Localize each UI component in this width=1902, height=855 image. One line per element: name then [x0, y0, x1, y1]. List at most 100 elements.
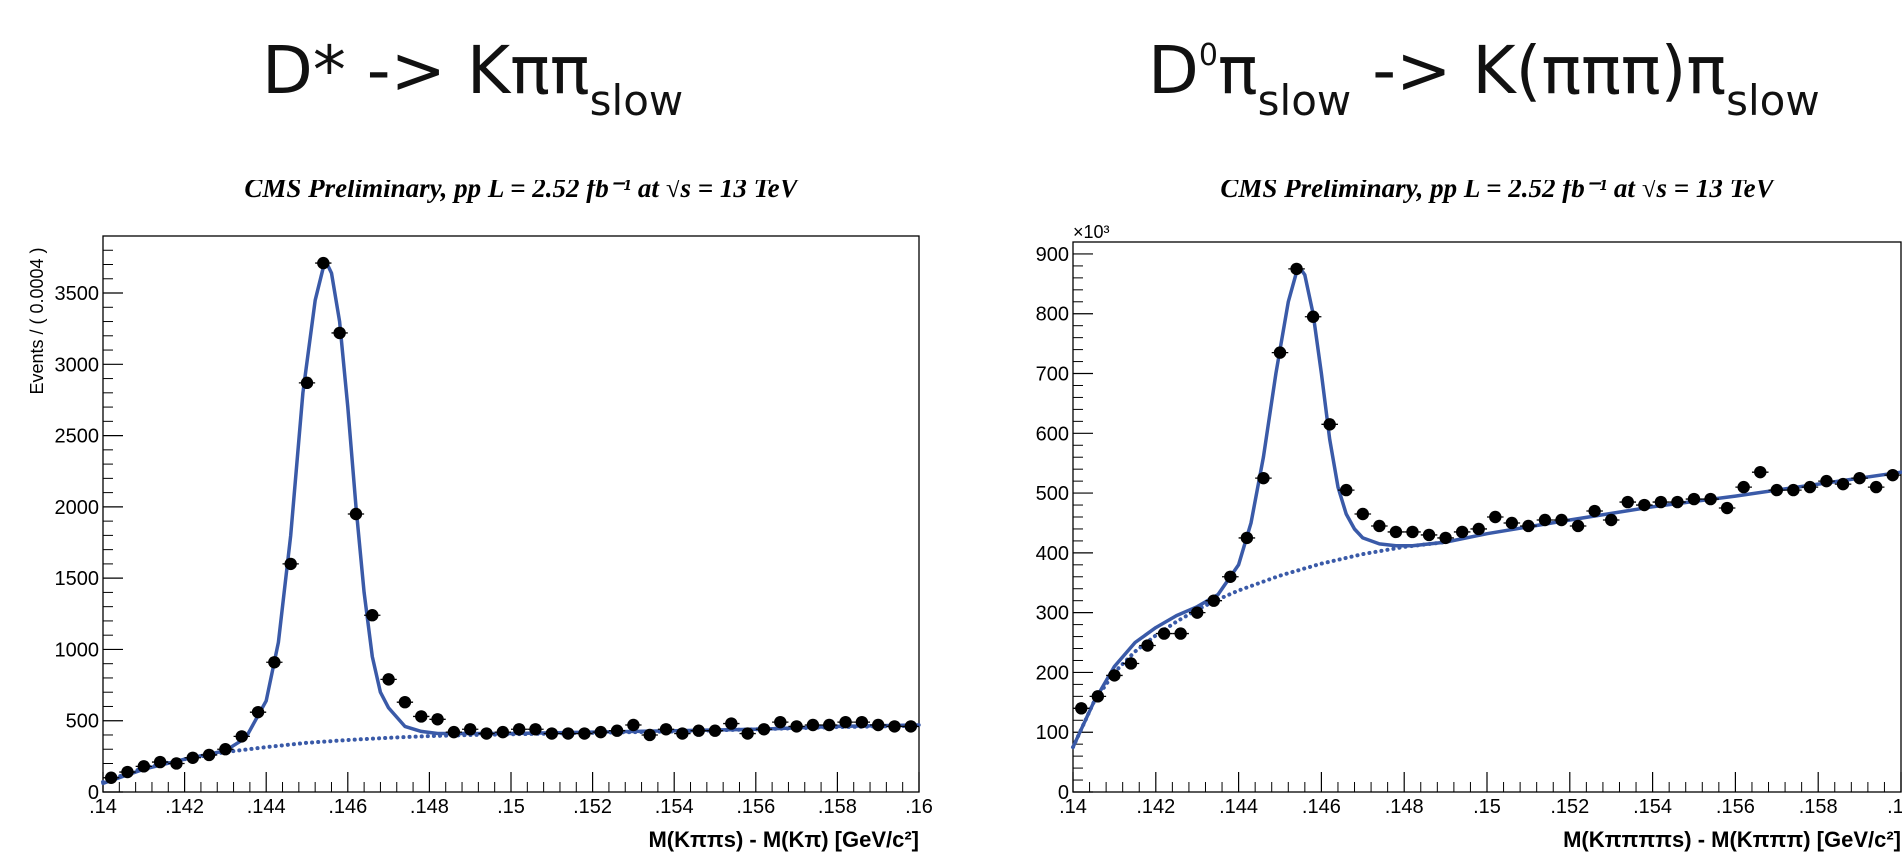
left-plot-heading: D* -> Kππslow	[262, 38, 683, 122]
data-point-marker	[839, 715, 852, 729]
y-tick-label: 0	[88, 782, 99, 804]
data-point	[413, 710, 430, 723]
data-point	[1503, 516, 1521, 530]
data-point	[494, 725, 511, 739]
data-point	[298, 376, 316, 390]
data-point-marker	[1704, 492, 1717, 506]
y-tick-label: 100	[1036, 722, 1069, 744]
data-point	[233, 730, 250, 743]
x-tick-label: .156	[1716, 796, 1755, 818]
data-point	[723, 717, 740, 730]
data-point	[1867, 480, 1885, 494]
y-tick-label: 500	[1036, 483, 1069, 505]
x-tick-label: .144	[247, 796, 286, 818]
x-tick-label: .14	[89, 796, 117, 818]
y-tick-label: 2500	[55, 426, 100, 448]
data-point	[135, 760, 152, 773]
data-point	[755, 723, 773, 736]
data-point-marker	[1472, 522, 1485, 536]
data-point	[821, 718, 838, 732]
data-point-marker	[1588, 504, 1601, 518]
data-point-marker	[251, 705, 265, 719]
plot-frame	[102, 235, 920, 793]
data-point	[592, 725, 609, 739]
data-point	[168, 757, 185, 770]
data-point	[1619, 495, 1637, 509]
y-tick-label: 300	[1036, 603, 1069, 625]
data-point-marker	[1770, 483, 1783, 497]
data-point-marker	[480, 727, 493, 740]
data-point	[1188, 606, 1206, 619]
data-point-marker	[1191, 606, 1204, 619]
data-point-marker	[1257, 471, 1270, 485]
data-point-marker	[1787, 483, 1800, 497]
right-plot-heading-subscript-2: slow	[1726, 76, 1820, 125]
data-point	[657, 723, 675, 736]
data-point	[151, 755, 169, 769]
data-point-marker	[1489, 510, 1502, 524]
y-tick-label: 900	[1036, 244, 1069, 266]
data-point	[527, 723, 544, 736]
right-plot-heading-superscript: 0	[1198, 38, 1218, 73]
data-point-marker	[774, 715, 787, 729]
data-point	[1718, 501, 1736, 515]
data-point-marker	[496, 725, 510, 739]
data-point	[1371, 519, 1388, 533]
data-point	[478, 727, 495, 740]
data-point-marker	[1091, 690, 1105, 703]
data-point-marker	[333, 326, 346, 340]
x-tick-label: .152	[1550, 796, 1589, 818]
data-point-marker	[823, 718, 836, 732]
x-tick-label: .142	[1136, 796, 1175, 818]
data-point	[576, 727, 593, 740]
x-tick-label: .148	[410, 796, 449, 818]
data-point	[1851, 471, 1868, 485]
x-axis-title: M(Kππππs) - M(Kπππ) [GeV/c²]	[1563, 827, 1901, 852]
data-point	[870, 718, 887, 732]
data-point-marker	[1820, 474, 1833, 488]
data-point	[217, 743, 234, 756]
right-chart-svg: CMS Preliminary, pp L = 2.52 fb⁻¹ at √s …	[1036, 180, 1902, 852]
data-point-marker	[1141, 639, 1154, 652]
data-point-marker	[1455, 525, 1469, 539]
data-point-marker	[186, 751, 199, 764]
data-point	[249, 705, 267, 719]
data-point	[1172, 627, 1189, 640]
data-point	[1139, 639, 1156, 652]
data-point	[1337, 483, 1355, 497]
data-point-marker	[1157, 627, 1171, 640]
data-point	[282, 557, 299, 571]
data-point-marker	[676, 727, 689, 740]
data-point-marker	[1687, 492, 1701, 506]
data-point	[804, 718, 822, 732]
data-point-marker	[1389, 525, 1403, 539]
data-point	[103, 771, 120, 784]
data-point	[1801, 480, 1819, 494]
data-point	[1222, 570, 1239, 583]
data-point-marker	[725, 717, 738, 730]
data-point-marker	[741, 727, 754, 740]
data-point-marker	[594, 725, 607, 739]
data-point	[445, 725, 463, 739]
data-point	[184, 751, 201, 764]
data-point	[1602, 513, 1620, 527]
data-point-marker	[1290, 262, 1303, 276]
data-point-marker	[888, 720, 901, 733]
fit-curve-background	[1071, 540, 1448, 750]
x-tick-label: .154	[655, 796, 694, 818]
data-point-marker	[561, 727, 575, 740]
data-point	[1685, 492, 1703, 506]
data-point	[1288, 262, 1305, 276]
data-point	[315, 256, 332, 270]
data-point-marker	[153, 755, 167, 769]
data-point-marker	[1886, 468, 1899, 482]
data-point-marker	[121, 765, 134, 779]
data-point-marker	[1207, 594, 1220, 607]
data-point	[559, 727, 577, 740]
left-chart-panel: CMS Preliminary, pp L = 2.52 fb⁻¹ at √s …	[0, 180, 951, 855]
data-point-marker	[1522, 519, 1535, 533]
data-point-marker	[578, 727, 591, 740]
data-point-marker	[643, 728, 656, 742]
data-point	[1073, 702, 1090, 715]
data-point	[266, 656, 283, 669]
